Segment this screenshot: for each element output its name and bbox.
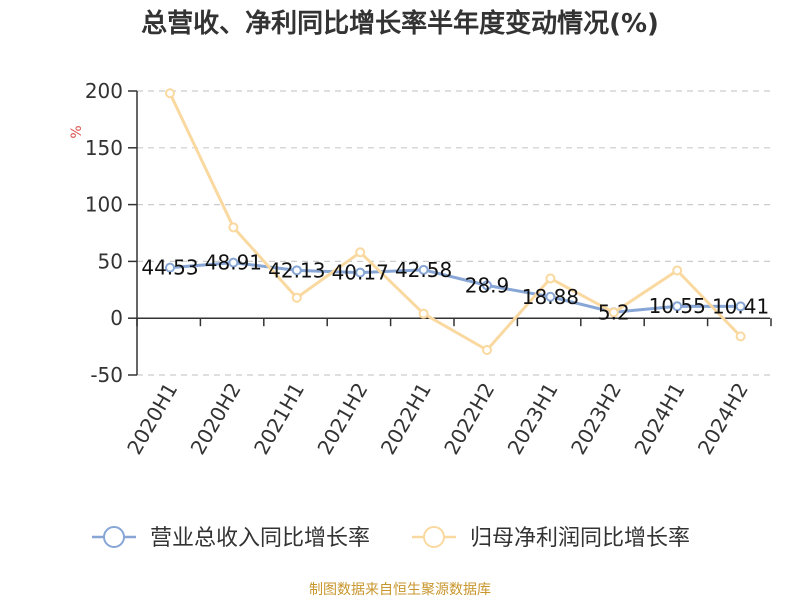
series-point-1: [418, 264, 429, 275]
x-tick-label: 2020H1: [122, 379, 182, 459]
data-label: 18.88: [522, 285, 579, 309]
y-tick-label: 0: [110, 306, 123, 330]
x-tick-label: 2021H2: [312, 379, 372, 459]
series-point-2: [482, 345, 492, 356]
series-point-1: [228, 257, 239, 268]
x-tick-label: 2024H1: [629, 379, 689, 459]
data-label: 48.91: [205, 251, 262, 275]
series-line-2: [168, 92, 742, 352]
data-label: 42.13: [268, 258, 325, 282]
legend-marker-2: [423, 526, 445, 548]
y-tick-label: 200: [85, 79, 123, 103]
x-tick-label: 2024H2: [693, 379, 753, 459]
y-tick-label: 100: [85, 193, 123, 217]
series-point-2: [545, 273, 556, 284]
series-point-2: [355, 247, 366, 258]
x-tick-label: 2021H1: [249, 379, 309, 459]
data-label: 10.55: [649, 294, 706, 318]
series-point-1: [545, 291, 556, 302]
x-tick-label: 2020H2: [186, 379, 246, 459]
y-tick-label: -50: [90, 363, 123, 387]
legend-marker-1: [103, 526, 125, 548]
series-point-1: [165, 262, 175, 273]
series-point-1: [355, 267, 366, 278]
data-label: 44.53: [141, 256, 198, 280]
legend-label-2: 归母净利润同比增长率: [470, 526, 690, 551]
y-tick-label: 150: [85, 136, 123, 160]
data-label: 28.9: [465, 273, 510, 297]
series-point-2: [228, 222, 239, 233]
series-point-1: [735, 301, 746, 312]
data-label: 40.17: [332, 261, 389, 285]
x-tick-label: 2022H1: [376, 379, 436, 459]
data-label: 5.2: [598, 300, 630, 324]
y-axis-unit-label: %: [69, 125, 85, 138]
series-point-1: [672, 301, 683, 312]
series-point-2: [735, 331, 746, 342]
series-line-1: [169, 261, 741, 314]
series-point-2: [672, 265, 683, 276]
footer-source: 制图数据来自恒生聚源数据库: [309, 582, 491, 598]
series-point-2: [418, 308, 429, 319]
data-label: 42.58: [395, 258, 452, 282]
series-point-2: [608, 307, 619, 318]
y-tick-label: 50: [98, 249, 123, 273]
legend-label-1: 营业总收入同比增长率: [150, 526, 370, 551]
x-tick-label: 2023H1: [503, 379, 563, 459]
series-point-1: [291, 265, 302, 276]
chart-title: 总营收、净利同比增长率半年度变动情况(%): [141, 8, 659, 39]
x-tick-label: 2022H2: [439, 379, 499, 459]
data-label: 10.41: [712, 294, 769, 318]
series-point-2: [165, 88, 175, 99]
x-tick-label: 2023H2: [566, 379, 626, 459]
series-point-2: [291, 292, 302, 303]
series-point-1: [482, 280, 492, 291]
